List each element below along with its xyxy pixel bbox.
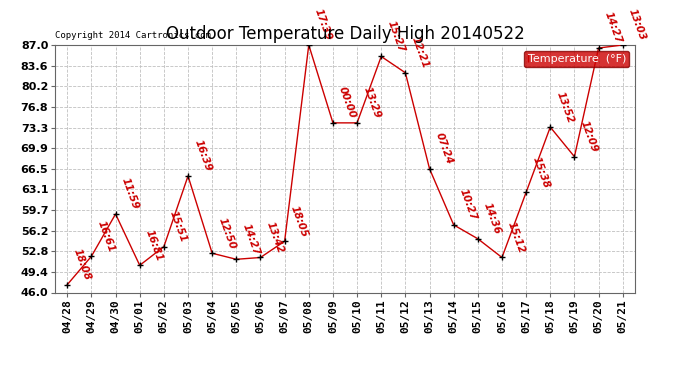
Text: 13:42: 13:42 [265, 220, 286, 255]
Text: 16:81: 16:81 [144, 228, 165, 262]
Text: 12:50: 12:50 [217, 216, 237, 250]
Text: 12:21: 12:21 [410, 36, 431, 70]
Text: 13:52: 13:52 [555, 90, 575, 124]
Text: 15:38: 15:38 [531, 155, 551, 189]
Text: 18:05: 18:05 [289, 204, 310, 238]
Text: 17:39: 17:39 [313, 8, 334, 42]
Text: 10:27: 10:27 [458, 188, 479, 222]
Text: 07:24: 07:24 [434, 131, 455, 166]
Text: Copyright 2014 Cartronics.com: Copyright 2014 Cartronics.com [55, 31, 211, 40]
Text: 13:03: 13:03 [627, 8, 648, 42]
Text: 13:29: 13:29 [362, 86, 382, 120]
Text: 15:51: 15:51 [168, 209, 189, 244]
Text: 12:09: 12:09 [579, 119, 600, 154]
Text: 15:12: 15:12 [506, 220, 527, 255]
Text: 18:08: 18:08 [72, 248, 92, 282]
Text: 14:36: 14:36 [482, 201, 503, 236]
Title: Outdoor Temperature Daily High 20140522: Outdoor Temperature Daily High 20140522 [166, 26, 524, 44]
Text: 16:61: 16:61 [96, 219, 117, 254]
Text: 16:39: 16:39 [193, 139, 213, 173]
Text: 15:27: 15:27 [386, 19, 406, 54]
Text: 00:00: 00:00 [337, 86, 358, 120]
Text: 14:27: 14:27 [603, 11, 624, 45]
Legend: Temperature  (°F): Temperature (°F) [524, 51, 629, 67]
Text: 14:27: 14:27 [241, 222, 262, 256]
Text: 11:59: 11:59 [120, 177, 141, 211]
